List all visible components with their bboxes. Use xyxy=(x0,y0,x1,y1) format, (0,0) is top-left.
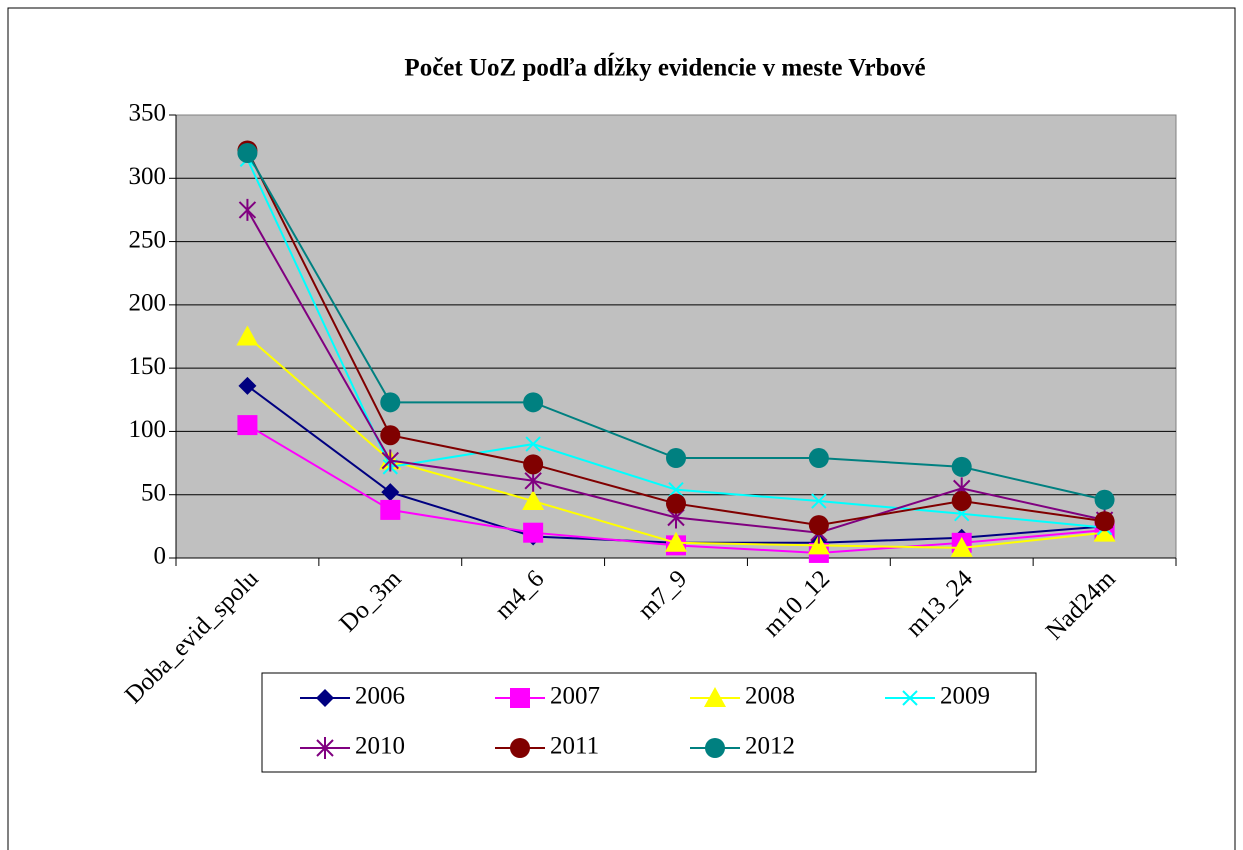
marker xyxy=(902,690,918,706)
marker xyxy=(380,392,401,413)
marker xyxy=(525,436,541,452)
marker xyxy=(811,493,827,509)
marker xyxy=(523,522,544,543)
marker xyxy=(237,415,258,436)
marker xyxy=(666,448,686,469)
marker xyxy=(1094,489,1115,510)
marker xyxy=(666,493,686,514)
legend-label: 2011 xyxy=(550,733,599,760)
marker xyxy=(523,454,544,475)
marker xyxy=(381,483,400,502)
y-tick-label: 300 xyxy=(129,163,167,190)
y-tick-label: 50 xyxy=(141,479,166,506)
y-tick-label: 0 xyxy=(154,543,167,570)
marker xyxy=(951,491,972,512)
y-tick-label: 250 xyxy=(129,226,167,253)
marker xyxy=(380,425,401,446)
marker xyxy=(704,687,726,707)
marker xyxy=(381,449,399,472)
marker xyxy=(807,534,830,555)
chart-title: Počet UoZ podľa dĺžky evidencie v meste … xyxy=(404,53,925,82)
legend xyxy=(261,672,1037,773)
y-tick-label: 350 xyxy=(129,100,167,127)
marker xyxy=(510,738,530,758)
marker xyxy=(236,325,259,346)
plot-area xyxy=(175,114,1177,559)
legend-label: 2006 xyxy=(355,683,405,710)
marker xyxy=(316,689,334,707)
marker xyxy=(665,531,687,552)
marker xyxy=(1094,511,1115,532)
marker xyxy=(523,392,544,413)
legend-label: 2008 xyxy=(745,683,795,710)
legend-label: 2010 xyxy=(355,733,405,760)
legend-label: 2009 xyxy=(940,683,990,710)
marker xyxy=(522,490,545,511)
y-tick-label: 100 xyxy=(129,416,167,443)
marker xyxy=(316,737,334,759)
marker xyxy=(808,515,829,536)
marker xyxy=(238,198,257,221)
marker xyxy=(808,448,829,469)
marker xyxy=(705,738,725,758)
marker xyxy=(1093,521,1116,542)
marker xyxy=(950,536,973,557)
marker xyxy=(238,376,257,395)
legend-label: 2012 xyxy=(745,733,795,760)
y-tick-label: 200 xyxy=(129,290,167,317)
marker xyxy=(380,499,401,520)
y-tick-label: 150 xyxy=(129,353,167,380)
marker xyxy=(951,456,972,477)
legend-label: 2007 xyxy=(550,683,600,710)
marker xyxy=(237,142,258,163)
marker xyxy=(510,688,530,708)
marker xyxy=(668,481,684,498)
